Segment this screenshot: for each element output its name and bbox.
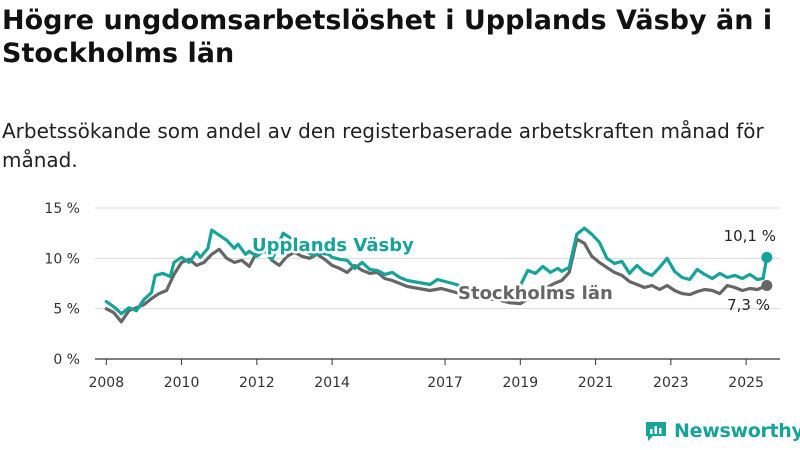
upplands-vasby-line bbox=[104, 226, 769, 316]
stockholms-lan-line bbox=[104, 237, 769, 324]
stockholms-lan-end-label: 7,3 % bbox=[727, 296, 770, 314]
upplands-vasby-end-label: 10,1 % bbox=[724, 227, 776, 245]
upplands-vasby-end-point bbox=[761, 251, 773, 263]
y-axis-ticks: 0 % 5 % 10 % 15 % bbox=[44, 201, 80, 368]
x-tick-label: 2021 bbox=[578, 375, 614, 391]
x-tick-label: 2010 bbox=[164, 375, 200, 391]
x-tick-label: 2017 bbox=[427, 375, 463, 391]
stockholms-lan-label: Stockholms län bbox=[458, 283, 613, 304]
upplands-vasby-label-halo: Upplands Väsby bbox=[252, 235, 414, 256]
upplands-vasby-label: Upplands Väsby bbox=[252, 235, 414, 256]
x-tick-label: 2019 bbox=[502, 375, 538, 391]
x-tick-label: 2014 bbox=[314, 375, 350, 391]
stockholms-lan-end-point bbox=[761, 280, 773, 292]
newsworthy-logo: Newsworthy bbox=[644, 420, 800, 442]
x-tick-label: 2008 bbox=[88, 375, 124, 391]
chart-title: Högre ungdomsarbetslöshet i Upplands Väs… bbox=[2, 5, 773, 69]
x-tick-label: 2012 bbox=[239, 375, 275, 391]
x-tick-label: 2025 bbox=[728, 375, 764, 391]
x-tick-label: 2023 bbox=[653, 375, 689, 391]
y-tick-label: 0 % bbox=[53, 352, 80, 368]
newsworthy-icon bbox=[646, 422, 666, 441]
chart-subtitle: Arbetssökande som andel av den registerb… bbox=[2, 119, 764, 172]
series-lines bbox=[104, 226, 773, 324]
y-tick-label: 15 % bbox=[44, 201, 80, 217]
grid-lines bbox=[95, 207, 780, 360]
brand-name: Newsworthy bbox=[674, 420, 800, 442]
y-tick-label: 10 % bbox=[44, 251, 80, 267]
x-axis-ticks: 2008 2010 2012 2014 2017 2019 2021 2023 2025 bbox=[88, 359, 764, 391]
stockholms-lan-label-halo: Stockholms län bbox=[458, 283, 613, 304]
y-tick-label: 5 % bbox=[53, 302, 80, 318]
